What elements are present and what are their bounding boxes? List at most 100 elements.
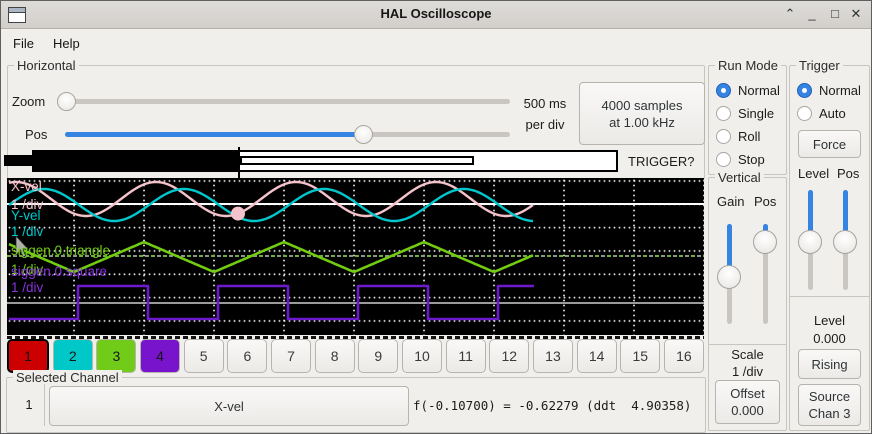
channel-name-button[interactable]: X-vel	[49, 386, 409, 426]
close-button[interactable]: ✕	[850, 6, 862, 21]
channel-button-14[interactable]: 14	[576, 339, 617, 373]
square-baseline	[7, 302, 704, 304]
scope-label-2: Y-vel	[11, 208, 41, 223]
per-div-readout: 500 ms per div	[523, 96, 567, 132]
menu-help[interactable]: Help	[53, 36, 80, 51]
radio-icon	[797, 82, 812, 98]
scope-bottom-dashed-edge	[7, 336, 704, 339]
run-mode-radio-roll[interactable]: Roll	[716, 128, 786, 144]
channel-button-1[interactable]: 1	[7, 339, 50, 373]
title-bar[interactable]: HAL Oscilloscope ⌃ _ □ ✕	[1, 1, 871, 29]
run-mode-radio-normal[interactable]: Normal	[716, 82, 786, 98]
channel-button-7[interactable]: 7	[270, 339, 312, 373]
radio-label: Roll	[738, 128, 761, 144]
trigger-level-label: Level	[798, 166, 830, 181]
channel-button-4[interactable]: 4	[139, 339, 181, 373]
channel-button-12[interactable]: 12	[489, 339, 530, 373]
run-mode-options: Normal Single Roll Stop	[709, 82, 786, 174]
channel-button-10[interactable]: 10	[401, 339, 443, 373]
trigger-level-readout-value: 0.000	[813, 331, 846, 346]
channel-button-5[interactable]: 5	[183, 339, 224, 373]
channel-button-15[interactable]: 15	[620, 339, 661, 373]
radio-label: Single	[738, 105, 775, 121]
menu-bar: File Help	[1, 29, 871, 55]
scale-value: 1 /div	[731, 364, 764, 379]
pos-slider-handle[interactable]	[354, 125, 373, 144]
offset-button[interactable]: Offset 0.000	[715, 380, 780, 424]
trigger-radio-normal[interactable]: Normal	[797, 82, 869, 98]
vertical-pos-slider[interactable]	[753, 224, 777, 324]
waveform-siggen.0.square	[9, 284, 534, 321]
channel-button-6[interactable]: 6	[227, 339, 268, 373]
samples-button[interactable]: 4000 samples at 1.00 kHz	[579, 82, 705, 145]
trigger-group-label: Trigger	[796, 58, 843, 73]
radio-label: Normal	[819, 82, 861, 98]
vertical-group-label: Vertical	[715, 170, 764, 185]
record-filled-region	[34, 152, 240, 170]
gain-slider-handle[interactable]	[717, 265, 741, 289]
channel-button-11[interactable]: 11	[445, 339, 486, 373]
view-window-region[interactable]	[240, 156, 474, 165]
scope-display[interactable]: X-vel 1 /div Y-vel 1 /div siggen.0.triangle 1…	[7, 178, 704, 335]
trigger-pos-label: Pos	[837, 166, 860, 181]
channel-button-row: 1 2 3 4 5 6 7 8 9 10 11 12 13 14 15 16	[7, 339, 704, 373]
radio-icon	[716, 105, 731, 121]
scope-label-3: 1 /div	[11, 224, 44, 239]
run-mode-radio-stop[interactable]: Stop	[716, 151, 786, 167]
trigger-options: Normal Auto	[790, 82, 869, 128]
channel-button-2[interactable]: 2	[52, 339, 93, 373]
shade-button[interactable]: ⌃	[784, 6, 796, 21]
channel-button-9[interactable]: 9	[358, 339, 399, 373]
horizontal-group: Horizontal Zoom Pos 500 ms per div 4000 …	[4, 58, 705, 181]
minimize-button[interactable]: _	[808, 6, 816, 21]
waveform-siggen.0.triangle	[8, 241, 534, 273]
app-icon	[8, 7, 26, 23]
vertical-group: Vertical Gain Pos Scale 1 /div Offset 0.…	[708, 170, 787, 431]
zoom-slider-handle[interactable]	[57, 92, 76, 111]
channel-button-13[interactable]: 13	[532, 339, 574, 373]
run-mode-radio-single[interactable]: Single	[716, 105, 786, 121]
radio-label: Auto	[819, 105, 846, 121]
scope-label-6: siggen.0.square	[11, 264, 108, 279]
gain-label: Gain	[717, 194, 745, 209]
record-overview-bar[interactable]	[32, 150, 618, 172]
window-title: HAL Oscilloscope	[380, 6, 492, 21]
scope-label-5: 1 /div	[11, 262, 44, 277]
run-mode-group: Run Mode Normal Single Roll Stop	[708, 58, 787, 175]
trigger-pos-slider-handle[interactable]	[833, 230, 857, 254]
trigger-position-marker[interactable]	[238, 147, 240, 181]
horizontal-group-label: Horizontal	[14, 58, 79, 73]
maximize-button[interactable]: □	[831, 6, 839, 21]
edge-button[interactable]: Rising	[798, 349, 861, 379]
waveform-layer	[8, 180, 534, 321]
waveform-Y-vel	[8, 187, 534, 223]
channel-button-8[interactable]: 8	[314, 339, 355, 373]
channel-value-readout: f(-0.10700) = -0.62279 (ddt 4.90358)	[413, 398, 692, 413]
scope-label-4: siggen.0.triangle	[11, 243, 111, 258]
trigger-level-readout-label: Level	[813, 313, 846, 328]
trigger-level-slider-handle[interactable]	[798, 230, 822, 254]
gain-slider[interactable]	[717, 224, 741, 324]
force-button[interactable]: Force	[798, 130, 861, 158]
scope-label-7: 1 /div	[11, 280, 44, 295]
vertical-pos-slider-handle[interactable]	[753, 230, 777, 254]
selected-channel-group: Selected Channel 1 X-vel f(-0.10700) = -…	[6, 370, 706, 433]
channel-button-3[interactable]: 3	[96, 339, 137, 373]
triangle-baseline	[7, 255, 704, 257]
trigger-question-label: TRIGGER?	[628, 154, 695, 169]
radio-label: Stop	[738, 151, 765, 167]
trigger-radio-auto[interactable]: Auto	[797, 105, 869, 121]
trigger-pos-slider[interactable]	[833, 190, 857, 290]
run-mode-group-label: Run Mode	[715, 58, 781, 73]
source-button[interactable]: Source Chan 3	[798, 384, 861, 426]
trigger-level-slider[interactable]	[798, 190, 822, 290]
trigger-group: Trigger Normal Auto Force Level Pos Level…	[789, 58, 870, 431]
record-bar-stub	[4, 155, 32, 166]
channel-button-16[interactable]: 16	[663, 339, 704, 373]
trigger-point-marker	[231, 206, 245, 221]
vertical-pos-label: Pos	[754, 194, 777, 209]
menu-file[interactable]: File	[13, 36, 34, 51]
zoom-label: Zoom	[12, 94, 46, 109]
scale-label: Scale	[731, 347, 764, 362]
